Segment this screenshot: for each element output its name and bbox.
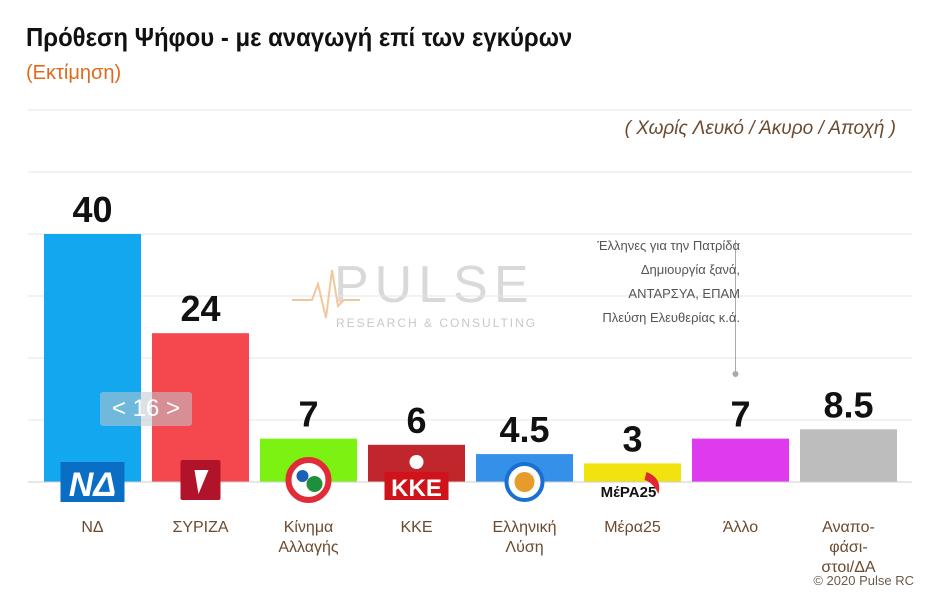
pulse-watermark-sub: RESEARCH & CONSULTING <box>336 316 538 330</box>
other-annotation-line: ΑΝΤΑΡΣΥΑ, ΕΠΑΜ <box>628 286 740 301</box>
data-label: 24 <box>180 288 220 329</box>
pulse-wave-icon <box>292 269 360 319</box>
chart-subtitle: (Εκτίμηση) <box>26 62 122 84</box>
category-label: φάσι- <box>829 539 867 556</box>
other-annotation-line: Δημιουργία ξανά, <box>640 262 740 277</box>
category-label: Άλλο <box>723 519 758 536</box>
data-label: 3 <box>622 418 642 459</box>
category-label: Μέρα25 <box>604 519 661 536</box>
other-annotation-line: Έλληνες για την Πατρίδα <box>597 238 740 253</box>
gap-badge: < 16 > <box>100 392 192 426</box>
data-label: 7 <box>298 394 318 435</box>
data-label: 7 <box>730 394 750 435</box>
pulse-watermark: PULSE <box>334 256 535 314</box>
category-label: Ελληνική <box>492 519 556 536</box>
data-label: 8.5 <box>823 384 873 425</box>
category-label: ΣΥΡΙΖΑ <box>172 519 228 536</box>
other-annotation: Έλληνες για την Πατρίδα Δημιουργία ξανά,… <box>597 234 740 330</box>
party-logo <box>60 462 125 502</box>
bar <box>800 429 897 482</box>
copyright: © 2020 Pulse RC <box>813 573 914 588</box>
party-logo-text: ΝΔ <box>69 466 116 504</box>
category-label: στοι/ΔΑ <box>821 559 876 576</box>
party-logo-text: ΜέΡΑ25 <box>601 484 657 501</box>
kinal-logo-icon <box>296 470 309 482</box>
category-label: Λύση <box>505 539 543 556</box>
other-annotation-line: Πλεύση Ελευθερίας κ.ά. <box>602 310 740 325</box>
data-label: 4.5 <box>499 409 549 450</box>
syriza-star-icon <box>194 470 209 494</box>
chart-title: Πρόθεση Ψήφου - με αναγωγή επί των εγκύρ… <box>26 22 573 52</box>
data-label: 6 <box>406 400 426 441</box>
category-label: ΝΔ <box>81 519 104 536</box>
kinal-logo-icon <box>306 476 323 492</box>
category-label: Αλλαγής <box>278 539 339 556</box>
bar <box>584 463 681 482</box>
hammer-sickle-icon <box>409 455 424 469</box>
bar <box>44 234 141 482</box>
elliniki-lysi-logo-icon <box>514 472 535 492</box>
category-label: ΚΚΕ <box>400 519 432 536</box>
chart-note: ( Χωρίς Λευκό / Άκυρο / Αποχή ) <box>624 118 896 139</box>
category-label: Αναπο- <box>822 519 875 536</box>
party-logo-text: ΚΚΕ <box>391 475 442 502</box>
mera25-flame-icon <box>644 472 660 494</box>
party-logo <box>384 472 449 500</box>
category-label: Κίνημα <box>284 519 334 536</box>
annotation-pointer-dot <box>732 371 739 377</box>
bar <box>692 438 789 482</box>
data-label: 40 <box>72 189 112 230</box>
